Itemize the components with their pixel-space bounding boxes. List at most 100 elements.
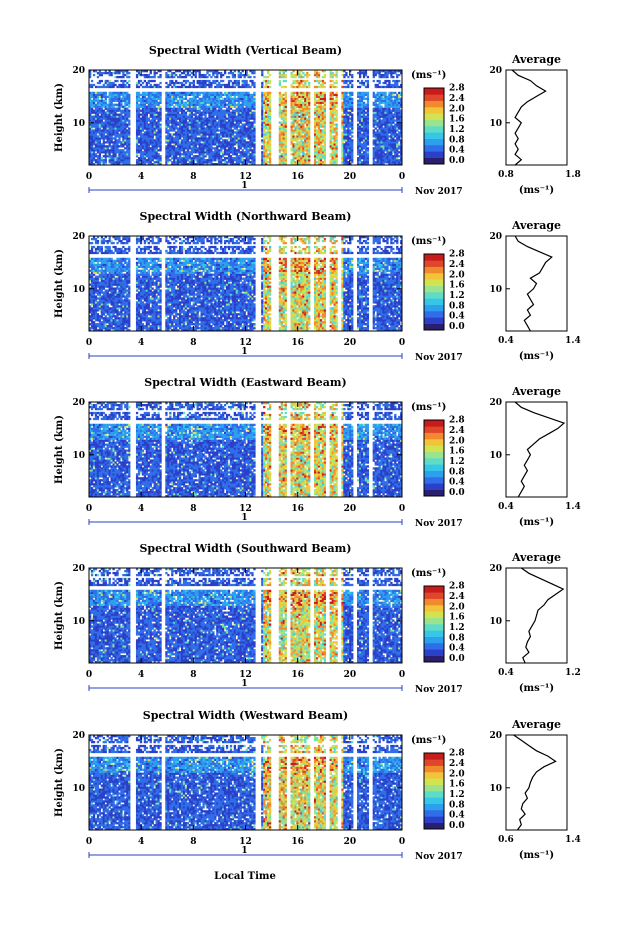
heatmap-cell [302,110,304,112]
heatmap-cell [308,127,310,129]
heatmap-cell [304,137,306,139]
heatmap-cell [195,112,197,114]
heatmap-cell [97,104,99,106]
heatmap-cell [283,123,285,125]
heatmap-cell [334,139,336,141]
heatmap-cell [105,102,107,104]
heatmap-cell [261,141,263,143]
heatmap-cell [204,155,206,157]
heatmap-cell [199,131,201,133]
heatmap-cell [335,125,337,127]
heatmap-cell [234,106,236,108]
heatmap-cell [359,127,361,129]
heatmap-cell [169,143,171,145]
heatmap-cell [173,133,175,135]
heatmap-cell [177,159,179,161]
heatmap-cell [109,141,111,143]
heatmap-cell [183,139,185,141]
heatmap-cell [279,151,281,153]
heatmap-cell [375,112,377,114]
heatmap-cell [320,129,322,131]
heatmap-cell [191,108,193,110]
heatmap-cell [234,135,236,137]
heatmap-cell [208,155,210,157]
heatmap-cell [335,100,337,102]
heatmap-cell [300,121,302,123]
heatmap-cell [377,96,379,98]
heatmap-cell [199,102,201,104]
heatmap-cell [261,116,263,118]
heatmap-cell [263,121,265,123]
heatmap-cell [216,121,218,123]
heatmap-cell [375,86,377,88]
heatmap-cell [302,108,304,110]
heatmap-cell [105,116,107,118]
heatmap-cell [359,98,361,100]
heatmap-cell [330,141,332,143]
heatmap-cell [206,119,208,121]
heatmap-cell [244,123,246,125]
heatmap-cell [189,84,191,86]
heatmap-cell [138,72,140,74]
heatmap-cell [263,98,265,100]
heatmap-cell [177,121,179,123]
heatmap-cell [359,86,361,88]
heatmap-cell [232,137,234,139]
heatmap-cell [308,74,310,76]
heatmap-cell [105,125,107,127]
heatmap-cell [306,145,308,147]
heatmap-cell [109,121,111,123]
heatmap-cell [156,84,158,86]
heatmap-cell [349,118,351,120]
heatmap-cell [124,141,126,143]
heatmap-cell [349,123,351,125]
heatmap-cell [304,74,306,76]
heatmap-cell [232,106,234,108]
heatmap-cell [103,110,105,112]
heatmap-cell [150,133,152,135]
heatmap-cell [269,108,271,110]
heatmap-cell [236,153,238,155]
heatmap-cell [150,139,152,141]
heatmap-cell [179,114,181,116]
heatmap-cell [212,118,214,120]
heatmap-cell [114,84,116,86]
heatmap-cell [238,137,240,139]
heatmap-cell [244,80,246,82]
heatmap-cell [332,96,334,98]
heatmap-cell [152,112,154,114]
heatmap-cell [300,98,302,100]
heatmap-cell [148,157,150,159]
heatmap-cell [332,125,334,127]
heatmap-cell [157,161,159,163]
heatmap-cell [306,96,308,98]
heatmap-cell [138,106,140,108]
heatmap-cell [357,151,359,153]
heatmap-cell [179,104,181,106]
heatmap-cell [228,135,230,137]
heatmap-cell [379,137,381,139]
heatmap-cell [247,98,249,100]
heatmap-cell [120,159,122,161]
heatmap-cell [234,110,236,112]
heatmap-cell [107,108,109,110]
heatmap-cell [226,135,228,137]
heatmap-cell [187,125,189,127]
heatmap-cell [103,125,105,127]
heatmap-cell [154,100,156,102]
heatmap-cell [140,157,142,159]
heatmap-cell [316,153,318,155]
heatmap-cell [111,112,113,114]
heatmap-cell [218,119,220,121]
heatmap-cell [202,118,204,120]
heatmap-cell [118,137,120,139]
heatmap-cell [232,153,234,155]
heatmap-cell [290,112,292,114]
heatmap-cell [365,104,367,106]
heatmap-cell [212,72,214,74]
heatmap-cell [265,104,267,106]
heatmap-cell [91,145,93,147]
heatmap-cell [308,82,310,84]
heatmap-cell [136,82,138,84]
heatmap-cell [361,80,363,82]
